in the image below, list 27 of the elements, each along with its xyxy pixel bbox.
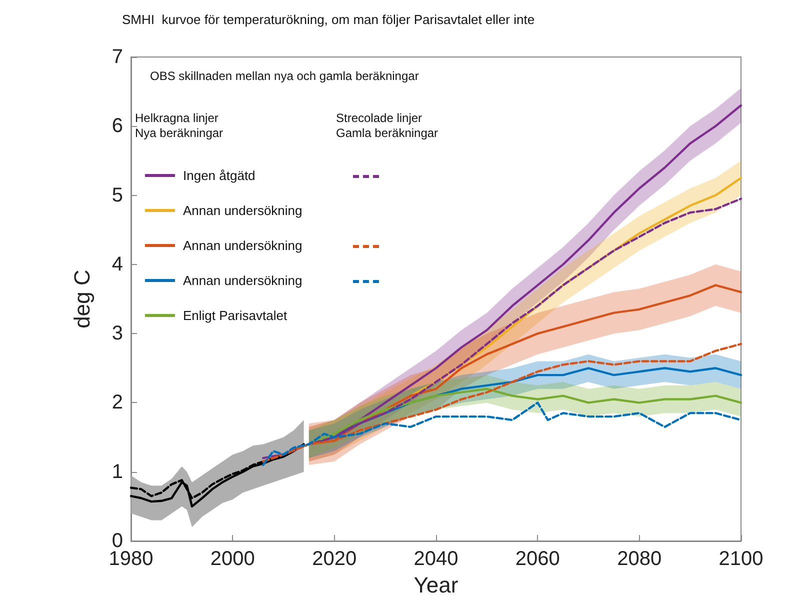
x-tick-label: 2020: [312, 548, 357, 570]
x-tick-label: 2060: [515, 548, 560, 570]
annotation: Strecolade linjer: [336, 111, 422, 125]
legend-label: Annan undersökning: [183, 238, 302, 253]
line-series: [130, 443, 305, 508]
y-tick-label: 3: [112, 322, 123, 345]
x-axis-title: Year: [414, 572, 458, 598]
y-tick-label: 1: [112, 460, 123, 483]
x-tick-label: 2080: [617, 548, 662, 570]
x-tick-label: 2100: [718, 548, 764, 570]
annotation: Helkragna linjer: [135, 111, 218, 125]
y-tick-label: 5: [112, 184, 123, 206]
y-tick-label: 7: [112, 46, 123, 68]
legend-label: Enligt Parisavtalet: [183, 308, 288, 323]
y-tick-label: 4: [112, 253, 123, 276]
legend-label: Ingen åtgätd: [183, 168, 256, 183]
chart-title: SMHI kurvoe för temperaturökning, om man följer Parisavtalet eller inte: [122, 12, 535, 27]
annotation: OBS skillnaden mellan nya och gamla beräkningar: [150, 69, 419, 83]
y-axis-title: deg C: [70, 270, 94, 328]
legend-label: Annan undersökning: [183, 273, 302, 288]
annotation: Gamla beräkningar: [336, 126, 438, 140]
legend-label: Annan undersökning: [183, 203, 302, 218]
x-tick-label: 2040: [414, 548, 458, 570]
y-tick-label: 2: [112, 392, 123, 414]
annotation: Nya beräkningar: [135, 126, 224, 140]
y-tick-label: 6: [112, 115, 123, 138]
x-tick-label: 2000: [210, 548, 255, 570]
